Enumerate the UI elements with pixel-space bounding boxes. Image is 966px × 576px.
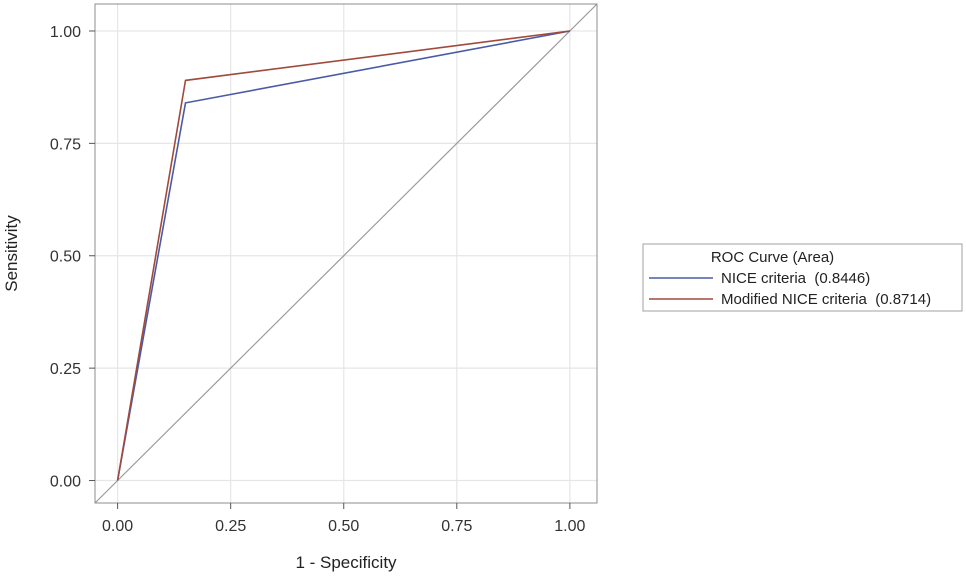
y-tick-label: 0.50	[50, 249, 81, 266]
series-lines	[116, 30, 571, 481]
plot-frame	[94, 3, 598, 504]
x-tick-label: 1.00	[554, 518, 585, 535]
series-line-2	[116, 30, 571, 481]
grid	[95, 4, 597, 503]
y-tick-label: 0.75	[50, 136, 81, 153]
x-tick-label: 0.50	[328, 518, 359, 535]
y-tick-label: 0.25	[50, 361, 81, 378]
legend: ROC Curve (Area) NICE criteria (0.8446) M…	[642, 243, 963, 312]
y-tick-labels: 0.00 0.25 0.50 0.75 1.00	[50, 24, 95, 491]
reference-line	[94, 3, 598, 504]
legend-label-2: Modified NICE criteria (0.8714)	[721, 291, 931, 308]
y-tick-label: 0.00	[50, 474, 81, 491]
y-tick-label: 1.00	[50, 24, 81, 41]
x-tick-label: 0.25	[215, 518, 246, 535]
reference-diagonal	[94, 3, 598, 504]
series-line-1	[116, 30, 571, 481]
legend-items: NICE criteria (0.8446) Modified NICE crit…	[649, 270, 931, 308]
x-tick-labels: 0.00 0.25 0.50 0.75 1.00	[102, 503, 586, 535]
x-tick-label: 0.75	[441, 518, 472, 535]
legend-label-1: NICE criteria (0.8446)	[721, 270, 870, 287]
y-axis-title: Sensitivity	[2, 215, 21, 292]
x-tick-label: 0.00	[102, 518, 133, 535]
legend-title: ROC Curve (Area)	[711, 249, 834, 266]
x-axis-title: 1 - Specificity	[295, 553, 397, 572]
